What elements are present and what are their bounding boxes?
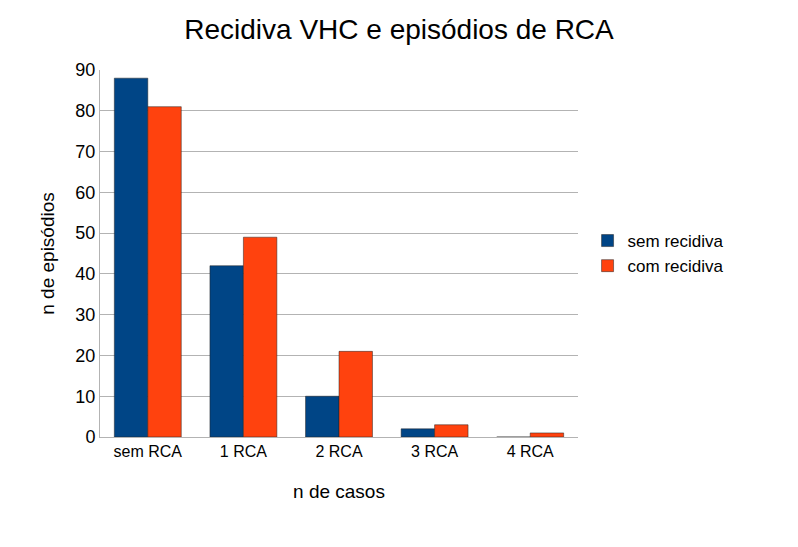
svg-text:2 RCA: 2 RCA (315, 443, 362, 460)
svg-text:30: 30 (75, 305, 95, 325)
svg-text:n de casos: n de casos (293, 481, 385, 502)
svg-text:0: 0 (85, 427, 95, 447)
svg-text:60: 60 (75, 183, 95, 203)
svg-text:1 RCA: 1 RCA (220, 443, 267, 460)
svg-text:80: 80 (75, 101, 95, 121)
svg-text:n de episódios: n de episódios (37, 192, 58, 315)
svg-text:Recidiva VHC e episódios de RC: Recidiva VHC e episódios de RCA (184, 14, 614, 45)
svg-text:3 RCA: 3 RCA (411, 443, 458, 460)
svg-text:com recidiva: com recidiva (628, 257, 724, 276)
svg-text:10: 10 (75, 387, 95, 407)
svg-text:sem recidiva: sem recidiva (628, 232, 724, 251)
svg-text:70: 70 (75, 142, 95, 162)
svg-text:sem RCA: sem RCA (114, 443, 183, 460)
svg-text:40: 40 (75, 264, 95, 284)
svg-text:50: 50 (75, 223, 95, 243)
svg-text:4 RCA: 4 RCA (507, 443, 554, 460)
svg-text:20: 20 (75, 346, 95, 366)
svg-text:90: 90 (75, 60, 95, 80)
